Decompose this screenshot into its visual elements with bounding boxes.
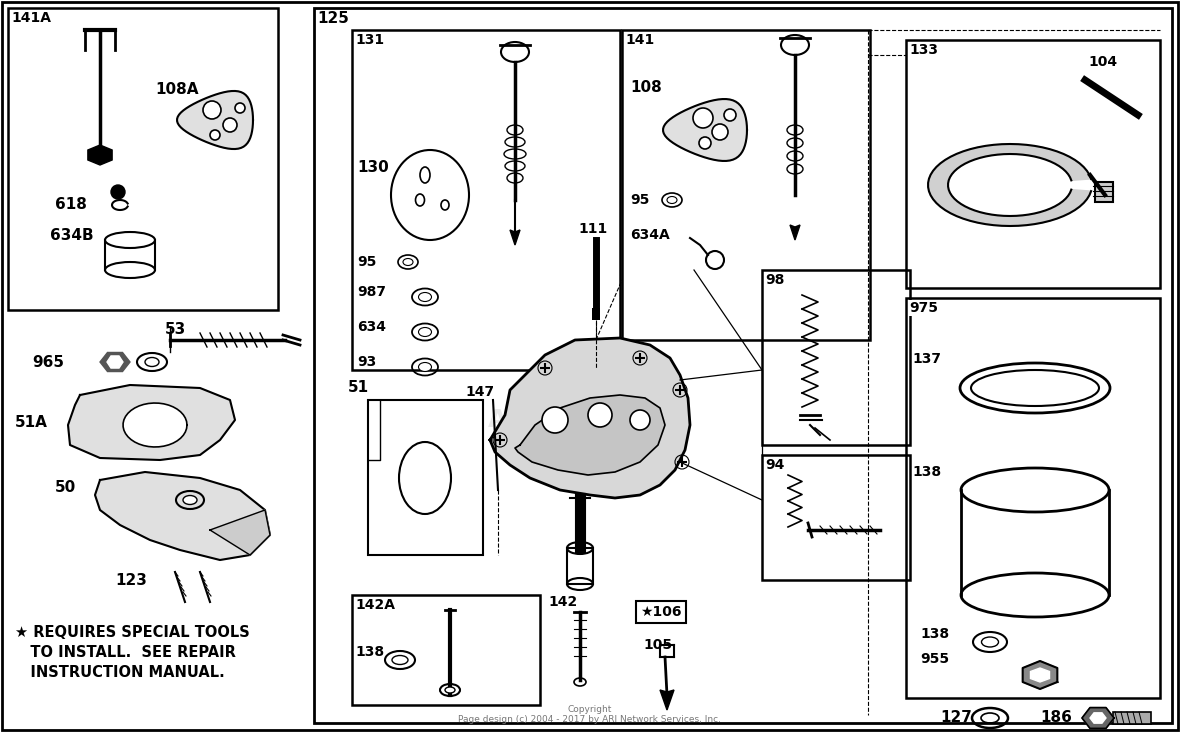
Ellipse shape — [415, 194, 425, 206]
Text: ARI PROPARTS: ARI PROPARTS — [489, 408, 691, 432]
Text: 125: 125 — [317, 11, 349, 26]
Polygon shape — [1030, 668, 1049, 682]
Text: 137: 137 — [912, 352, 940, 366]
Polygon shape — [1023, 661, 1057, 689]
Text: 127: 127 — [940, 710, 972, 725]
Text: 108A: 108A — [155, 82, 198, 97]
Ellipse shape — [441, 200, 450, 210]
Circle shape — [712, 124, 728, 140]
Text: 51A: 51A — [15, 415, 48, 430]
Polygon shape — [660, 690, 674, 710]
Text: 98: 98 — [765, 273, 785, 287]
Text: ★106: ★106 — [640, 605, 682, 619]
Bar — [352, 30, 620, 370]
Text: 53: 53 — [165, 322, 186, 337]
Text: 111: 111 — [578, 222, 608, 236]
Text: ★ REQUIRES SPECIAL TOOLS
   TO INSTALL.  SEE REPAIR
   INSTRUCTION MANUAL.: ★ REQUIRES SPECIAL TOOLS TO INSTALL. SEE… — [15, 625, 250, 679]
Polygon shape — [929, 144, 1092, 226]
Text: 142: 142 — [548, 595, 577, 609]
Bar — [762, 270, 910, 445]
Bar — [314, 8, 1172, 723]
Bar — [1095, 182, 1113, 202]
Polygon shape — [789, 225, 800, 240]
Text: Copyright
Page design (c) 2004 - 2017 by ARI Network Services, Inc.: Copyright Page design (c) 2004 - 2017 by… — [459, 705, 721, 725]
Polygon shape — [123, 403, 186, 447]
Circle shape — [111, 185, 125, 199]
Polygon shape — [68, 385, 235, 460]
Polygon shape — [107, 356, 123, 368]
Bar — [906, 40, 1160, 288]
Text: 93: 93 — [358, 355, 376, 369]
Ellipse shape — [419, 362, 432, 372]
Text: 186: 186 — [1040, 710, 1071, 725]
Bar — [368, 400, 483, 555]
Text: 133: 133 — [909, 43, 938, 57]
Circle shape — [699, 137, 712, 149]
Ellipse shape — [419, 293, 432, 302]
Text: 138: 138 — [920, 627, 949, 641]
Ellipse shape — [667, 196, 677, 203]
Text: 138: 138 — [912, 465, 942, 479]
Bar — [8, 8, 278, 310]
Polygon shape — [1090, 713, 1106, 723]
Text: 138: 138 — [355, 645, 385, 659]
Ellipse shape — [420, 167, 430, 183]
Circle shape — [210, 130, 219, 140]
Text: 95: 95 — [358, 255, 376, 269]
Bar — [622, 30, 870, 340]
Text: 634: 634 — [358, 320, 386, 334]
Text: 618: 618 — [55, 197, 87, 212]
Text: 50: 50 — [55, 480, 77, 495]
Circle shape — [542, 407, 568, 433]
Text: 94: 94 — [765, 458, 785, 472]
Ellipse shape — [445, 687, 455, 693]
Ellipse shape — [419, 327, 432, 337]
Text: 104: 104 — [1088, 55, 1117, 69]
Polygon shape — [96, 472, 270, 560]
Bar — [762, 455, 910, 580]
Ellipse shape — [404, 258, 413, 266]
Text: 147: 147 — [465, 385, 494, 399]
Text: 634A: 634A — [630, 228, 670, 242]
Ellipse shape — [392, 655, 408, 665]
Polygon shape — [514, 395, 666, 475]
Polygon shape — [510, 230, 520, 245]
Text: 105: 105 — [643, 638, 673, 652]
Circle shape — [630, 410, 650, 430]
Circle shape — [223, 118, 237, 132]
Text: 965: 965 — [32, 355, 64, 370]
Polygon shape — [1082, 708, 1114, 728]
Text: 141A: 141A — [11, 11, 51, 25]
Polygon shape — [100, 353, 130, 372]
Polygon shape — [663, 99, 747, 161]
Polygon shape — [177, 91, 253, 149]
Text: 108: 108 — [630, 80, 662, 95]
Text: 975: 975 — [909, 301, 938, 315]
Circle shape — [693, 108, 713, 128]
Bar — [592, 308, 599, 320]
Text: 95: 95 — [630, 193, 649, 207]
Bar — [906, 298, 1160, 698]
Text: 987: 987 — [358, 285, 386, 299]
Circle shape — [588, 403, 612, 427]
Circle shape — [725, 109, 736, 121]
Ellipse shape — [183, 496, 197, 504]
Text: 51: 51 — [348, 380, 369, 395]
Bar — [352, 595, 540, 705]
Polygon shape — [490, 338, 690, 498]
Text: 123: 123 — [114, 573, 146, 588]
Bar — [568, 548, 594, 584]
Ellipse shape — [982, 637, 998, 647]
Text: 130: 130 — [358, 160, 388, 175]
Text: 142A: 142A — [355, 598, 395, 612]
Bar — [1113, 712, 1150, 724]
Text: 141: 141 — [625, 33, 654, 47]
Text: 131: 131 — [355, 33, 385, 47]
Polygon shape — [210, 510, 270, 555]
Text: 634B: 634B — [50, 228, 93, 243]
Circle shape — [203, 101, 221, 119]
Polygon shape — [87, 145, 112, 165]
Circle shape — [235, 103, 245, 113]
Text: 955: 955 — [920, 652, 949, 666]
